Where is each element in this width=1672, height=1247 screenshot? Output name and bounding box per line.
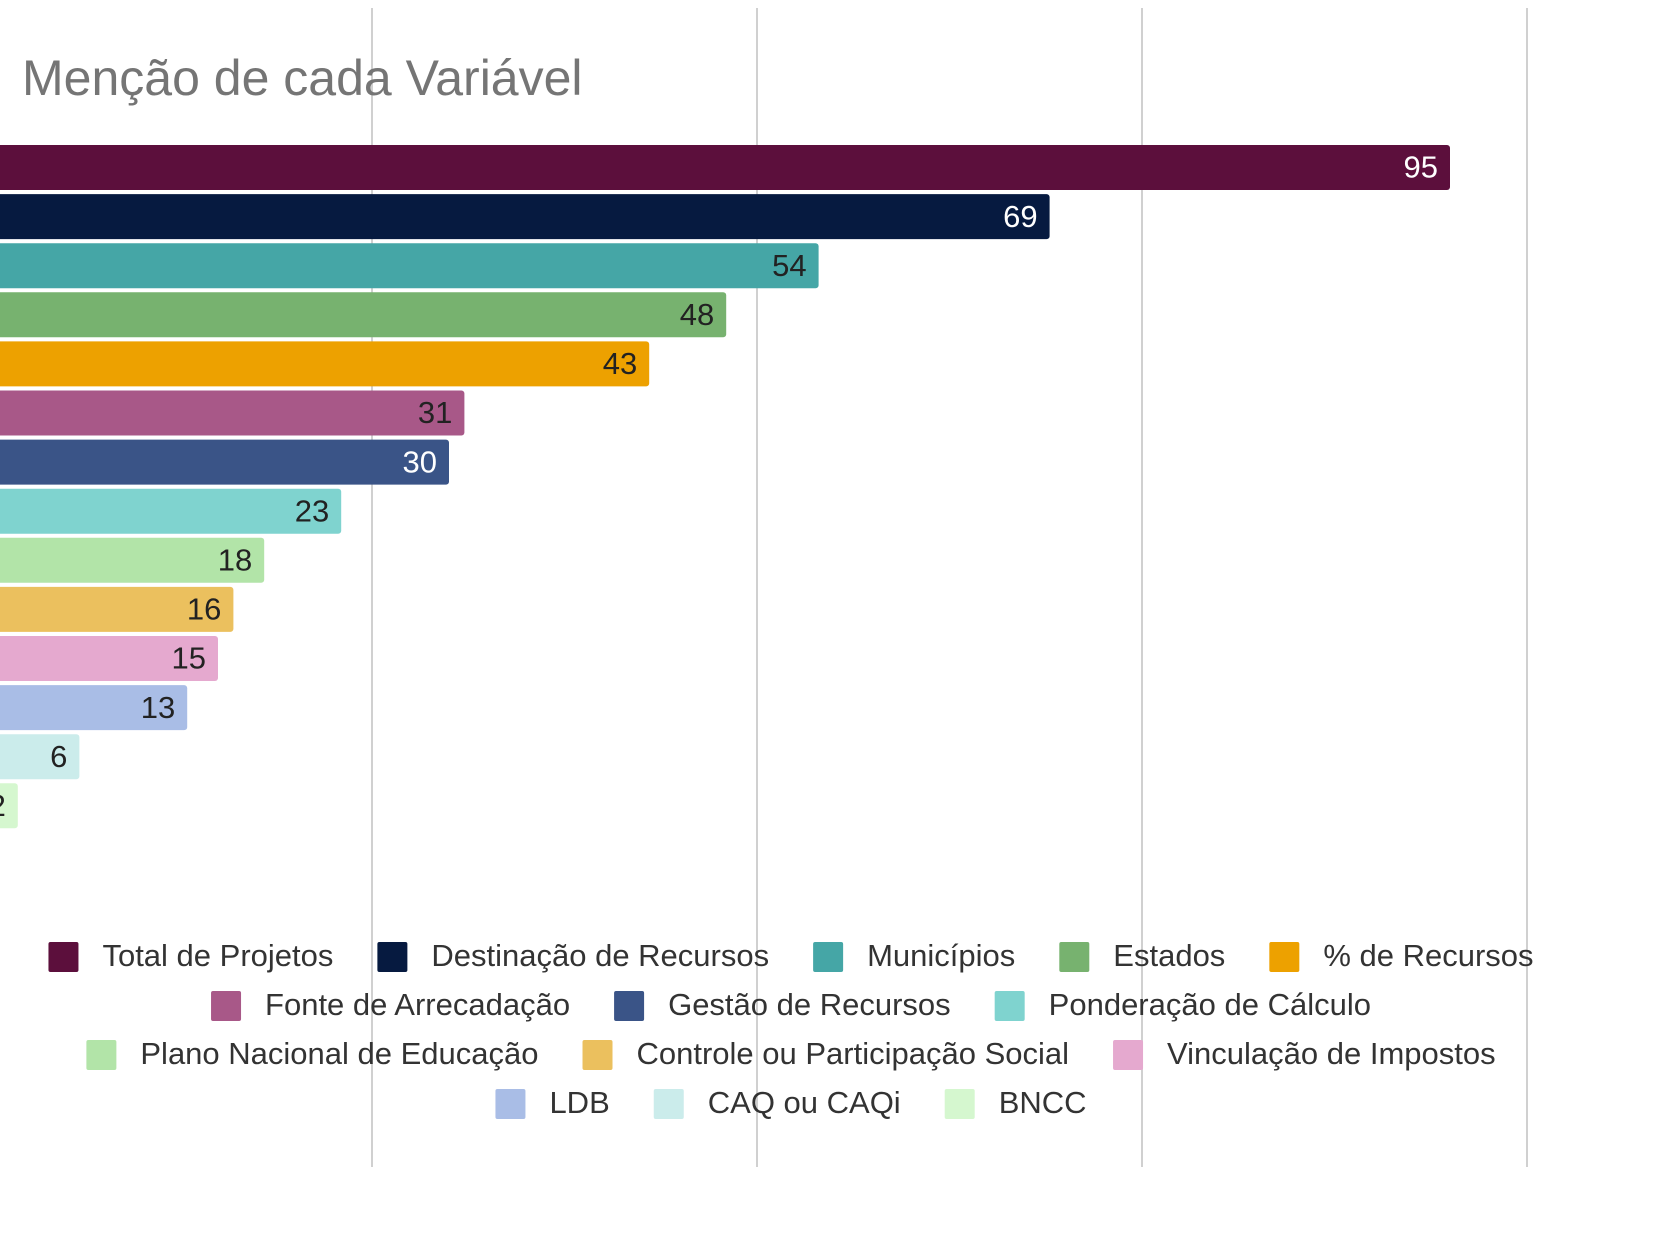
bar — [0, 488, 342, 534]
bar — [0, 341, 650, 387]
legend-label: Estados — [1113, 938, 1225, 973]
data-label: 18 — [218, 542, 252, 577]
legend-label: Ponderação de Cálculo — [1049, 987, 1371, 1022]
legend-label: Destinação de Recursos — [431, 938, 769, 973]
chart-title: Menção de cada Variável — [22, 50, 583, 106]
legend-label: Gestão de Recursos — [668, 987, 951, 1022]
legend-label: CAQ ou CAQi — [708, 1085, 901, 1120]
legend-swatch — [1269, 942, 1300, 972]
bar — [0, 636, 218, 681]
legend-label: BNCC — [999, 1085, 1087, 1120]
data-label: 48 — [680, 297, 714, 332]
data-label: 69 — [1003, 199, 1037, 234]
legend-label: Plano Nacional de Educação — [140, 1036, 538, 1071]
legend-label: Controle ou Participação Social — [637, 1036, 1070, 1071]
data-label: 6 — [50, 739, 67, 774]
legend-label: Fonte de Arrecadação — [265, 987, 570, 1022]
bar — [0, 292, 727, 338]
legend-swatch — [86, 1040, 117, 1070]
data-label: 2 — [0, 788, 6, 823]
legend-swatch — [582, 1040, 613, 1070]
bar — [0, 734, 80, 780]
bars: 95 69 54 48 43 31 30 23 18 16 15 13 6 2 — [0, 145, 1450, 829]
legend-label: Municípios — [867, 938, 1015, 973]
data-label: 23 — [295, 493, 329, 528]
legend-swatch — [813, 942, 844, 972]
data-label: 16 — [187, 592, 221, 627]
legend-label: Total de Projetos — [102, 938, 333, 973]
bar — [0, 243, 819, 289]
bar — [0, 537, 265, 583]
legend-swatch — [994, 991, 1025, 1021]
data-label: 31 — [418, 395, 452, 430]
bar — [0, 685, 188, 731]
data-label: 30 — [403, 444, 437, 479]
bar — [0, 439, 449, 485]
data-label: 15 — [172, 641, 206, 676]
legend-swatch — [495, 1089, 526, 1119]
data-label: 54 — [772, 248, 806, 283]
legend: Total de Projetos Destinação de Recursos M… — [48, 938, 1534, 1120]
legend-swatch — [377, 942, 408, 972]
data-label: 95 — [1404, 150, 1438, 185]
legend-swatch — [614, 991, 645, 1021]
legend-label: % de Recursos — [1323, 938, 1533, 973]
legend-label: Vinculação de Impostos — [1167, 1036, 1496, 1071]
legend-swatch — [48, 942, 79, 972]
bar — [0, 194, 1050, 240]
legend-label: LDB — [549, 1085, 609, 1120]
legend-swatch — [944, 1089, 975, 1119]
bar — [0, 145, 1450, 190]
bar — [0, 783, 18, 829]
legend-swatch — [653, 1089, 684, 1119]
data-label: 13 — [141, 690, 175, 725]
legend-swatch — [211, 991, 242, 1021]
data-label: 43 — [603, 346, 637, 381]
bar — [0, 390, 465, 436]
bar — [0, 586, 234, 632]
legend-swatch — [1059, 942, 1090, 972]
legend-swatch — [1113, 1040, 1144, 1070]
